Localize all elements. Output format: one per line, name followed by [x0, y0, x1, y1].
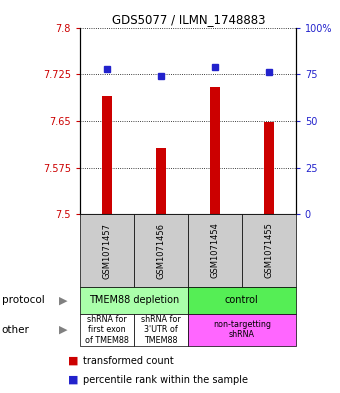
- Text: control: control: [225, 295, 259, 305]
- Text: percentile rank within the sample: percentile rank within the sample: [83, 375, 248, 384]
- Text: transformed count: transformed count: [83, 356, 174, 365]
- Text: GDS5077 / ILMN_1748883: GDS5077 / ILMN_1748883: [112, 13, 266, 26]
- Text: other: other: [2, 325, 30, 335]
- Text: ▶: ▶: [58, 325, 67, 335]
- Text: GSM1071456: GSM1071456: [156, 222, 165, 279]
- Text: shRNA for
3'UTR of
TMEM88: shRNA for 3'UTR of TMEM88: [141, 315, 181, 345]
- Bar: [264, 122, 274, 214]
- Bar: [156, 148, 166, 214]
- Text: TMEM88 depletion: TMEM88 depletion: [89, 295, 179, 305]
- Text: GSM1071454: GSM1071454: [210, 222, 219, 279]
- Text: ▶: ▶: [58, 295, 67, 305]
- Bar: [102, 96, 112, 214]
- Text: protocol: protocol: [2, 295, 45, 305]
- Text: shRNA for
first exon
of TMEM88: shRNA for first exon of TMEM88: [85, 315, 129, 345]
- Bar: [210, 86, 220, 214]
- Text: GSM1071455: GSM1071455: [264, 222, 273, 279]
- Text: ■: ■: [68, 356, 79, 365]
- Text: ■: ■: [68, 375, 79, 384]
- Text: non-targetting
shRNA: non-targetting shRNA: [213, 320, 271, 340]
- Text: GSM1071457: GSM1071457: [102, 222, 112, 279]
